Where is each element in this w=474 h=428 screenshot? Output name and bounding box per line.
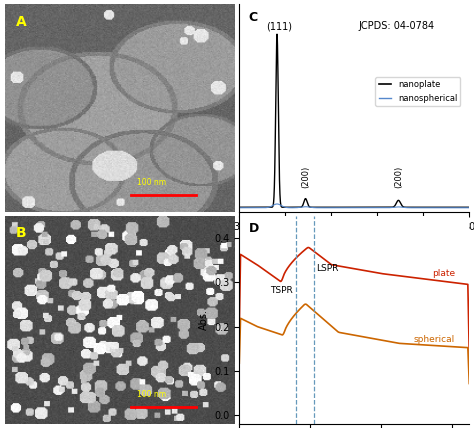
Text: JCPDS: 04-0784: JCPDS: 04-0784 xyxy=(359,21,435,31)
Text: C: C xyxy=(248,11,258,24)
Text: LSPR: LSPR xyxy=(317,265,339,273)
Text: TSPR: TSPR xyxy=(270,286,293,295)
Text: (200): (200) xyxy=(301,166,310,188)
Text: spherical: spherical xyxy=(414,335,455,344)
X-axis label: 2θ/°: 2θ/° xyxy=(343,237,366,247)
Text: plate: plate xyxy=(432,269,455,278)
Text: D: D xyxy=(248,222,259,235)
Text: 100 nm: 100 nm xyxy=(137,178,166,187)
Y-axis label: Abs.: Abs. xyxy=(199,309,209,330)
Text: A: A xyxy=(16,15,27,29)
Legend: nanoplate, nanospherical: nanoplate, nanospherical xyxy=(375,77,461,106)
Text: B: B xyxy=(16,226,27,241)
Text: (200): (200) xyxy=(394,166,403,188)
Text: (111): (111) xyxy=(266,22,292,32)
Text: 100 nm: 100 nm xyxy=(137,390,166,399)
